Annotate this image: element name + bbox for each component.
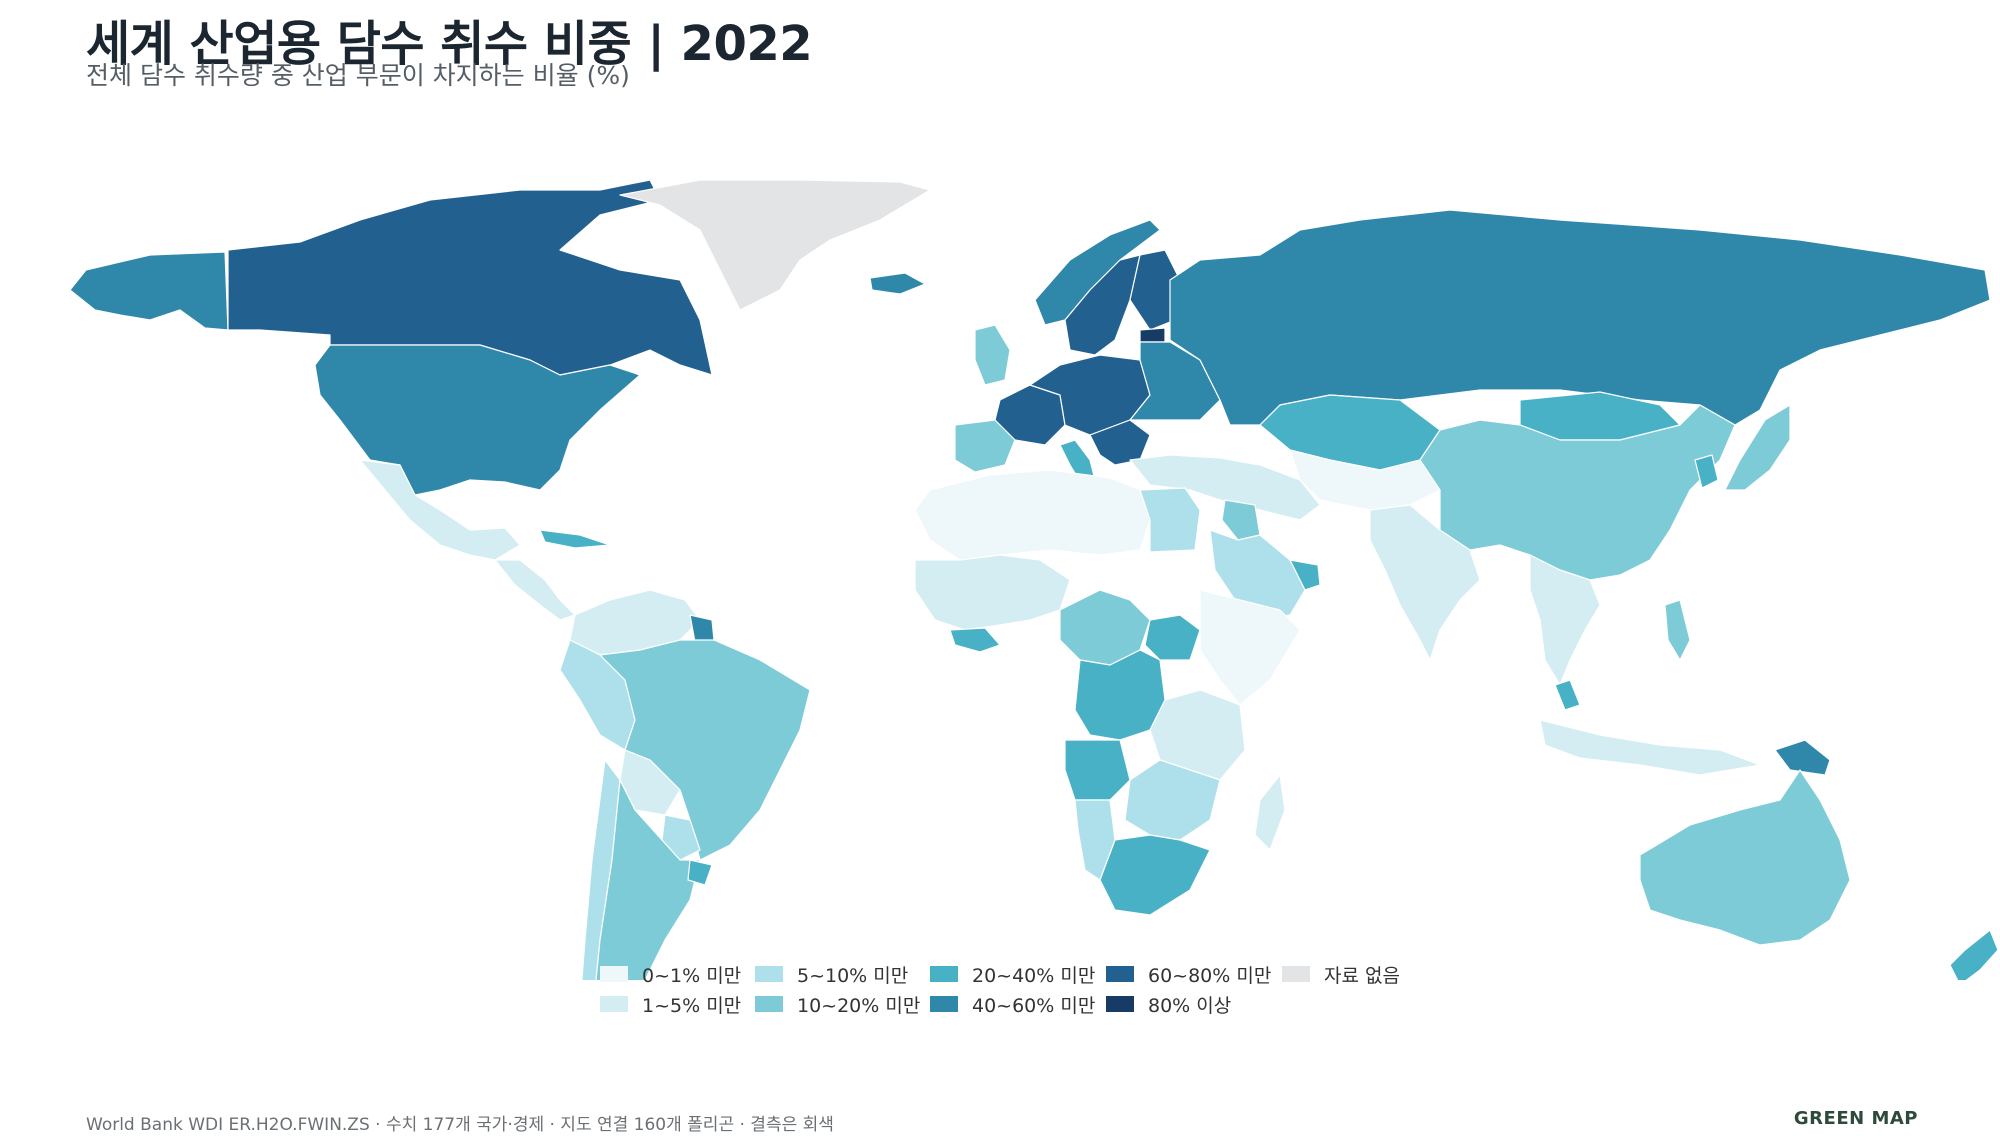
region-philippines[interactable] (1664, 599, 1691, 661)
legend-item: 20~40% 미만 (930, 962, 1106, 987)
region-australia[interactable] (1639, 769, 1851, 946)
region-iceland[interactable] (869, 272, 926, 295)
legend: 0~1% 미만 5~10% 미만 20~40% 미만 60~80% 미만 자료 … (600, 962, 1432, 1017)
region-iraq[interactable] (1221, 499, 1261, 541)
region-angola[interactable] (1064, 739, 1131, 801)
legend-item: 40~60% 미만 (930, 992, 1106, 1017)
region-papua-new-guinea[interactable] (1774, 739, 1831, 776)
region-south-africa[interactable] (1099, 834, 1211, 916)
region-russia[interactable] (1169, 209, 1991, 426)
world-choropleth-map (69, 179, 1999, 980)
region-central-asia[interactable] (1289, 449, 1441, 511)
legend-item: 1~5% 미만 (600, 992, 755, 1017)
region-mexico[interactable] (359, 459, 521, 561)
region-greenland[interactable] (619, 179, 931, 311)
legend-swatch (755, 966, 783, 982)
legend-label: 0~1% 미만 (642, 964, 742, 987)
brand-logo: GREEN MAP (1793, 1108, 1918, 1129)
legend-swatch (1282, 966, 1310, 982)
region-madagascar[interactable] (1254, 774, 1286, 851)
legend-item: 10~20% 미만 (755, 992, 930, 1017)
region-indonesia[interactable] (1539, 719, 1761, 776)
region-west-africa[interactable] (914, 554, 1071, 631)
legend-item: 5~10% 미만 (755, 962, 930, 987)
region-estonia[interactable] (1139, 327, 1166, 343)
region-caribbean[interactable] (539, 529, 611, 549)
legend-swatch (755, 996, 783, 1012)
legend-label: 자료 없음 (1324, 964, 1400, 987)
region-french-guiana[interactable] (689, 614, 715, 643)
region-japan[interactable] (1724, 404, 1791, 491)
region-alaska[interactable] (69, 251, 229, 331)
region-horn-of-africa[interactable] (1199, 589, 1301, 706)
region-iberia[interactable] (954, 419, 1016, 473)
legend-swatch (1106, 966, 1134, 982)
legend-item: 자료 없음 (1282, 962, 1432, 987)
region-gulf-of-guinea[interactable] (949, 627, 1001, 653)
legend-item: 80% 이상 (1106, 992, 1282, 1017)
legend-label: 1~5% 미만 (642, 994, 742, 1017)
legend-label: 80% 이상 (1148, 994, 1232, 1017)
region-southern-africa-interior[interactable] (1124, 759, 1221, 841)
legend-label: 10~20% 미만 (797, 994, 921, 1017)
legend-item: 0~1% 미만 (600, 962, 755, 987)
region-south-sudan[interactable] (1144, 614, 1201, 661)
legend-swatch (600, 996, 628, 1012)
region-korea[interactable] (1694, 454, 1719, 489)
region-paraguay[interactable] (661, 814, 701, 861)
legend-swatch (1106, 996, 1134, 1012)
region-brazil[interactable] (599, 639, 811, 861)
region-kazakhstan[interactable] (1259, 394, 1441, 471)
region-uk-ireland[interactable] (974, 324, 1011, 386)
region-eastern-europe[interactable] (1129, 341, 1221, 421)
legend-label: 5~10% 미만 (797, 964, 909, 987)
region-saudi-arabia[interactable] (1209, 529, 1306, 621)
region-oman[interactable] (1289, 559, 1321, 591)
region-egypt[interactable] (1139, 487, 1201, 553)
region-malaysia[interactable] (1554, 679, 1581, 711)
region-uruguay[interactable] (687, 859, 713, 886)
region-new-zealand[interactable] (1949, 929, 1999, 980)
region-china[interactable] (1419, 404, 1736, 581)
legend-label: 20~40% 미만 (972, 964, 1096, 987)
legend-swatch (600, 966, 628, 982)
region-central-america[interactable] (494, 559, 576, 621)
region-southeast-asia[interactable] (1529, 554, 1601, 686)
legend-swatch (930, 996, 958, 1012)
region-argentina[interactable] (592, 779, 701, 980)
legend-label: 40~60% 미만 (972, 994, 1096, 1017)
legend-label: 60~80% 미만 (1148, 964, 1272, 987)
legend-item: 60~80% 미만 (1106, 962, 1282, 987)
map-subtitle: 전체 담수 취수량 중 산업 부문이 차지하는 비율 (%) (86, 61, 630, 90)
footer-source: World Bank WDI ER.H2O.FWIN.ZS · 수치 177개 … (86, 1115, 834, 1135)
region-norway[interactable] (1034, 219, 1161, 326)
map-title: 세계 산업용 담수 취수 비중 | 2022 (86, 16, 813, 72)
legend-swatch (930, 966, 958, 982)
region-north-africa[interactable] (914, 469, 1151, 561)
region-usa[interactable] (314, 344, 641, 496)
